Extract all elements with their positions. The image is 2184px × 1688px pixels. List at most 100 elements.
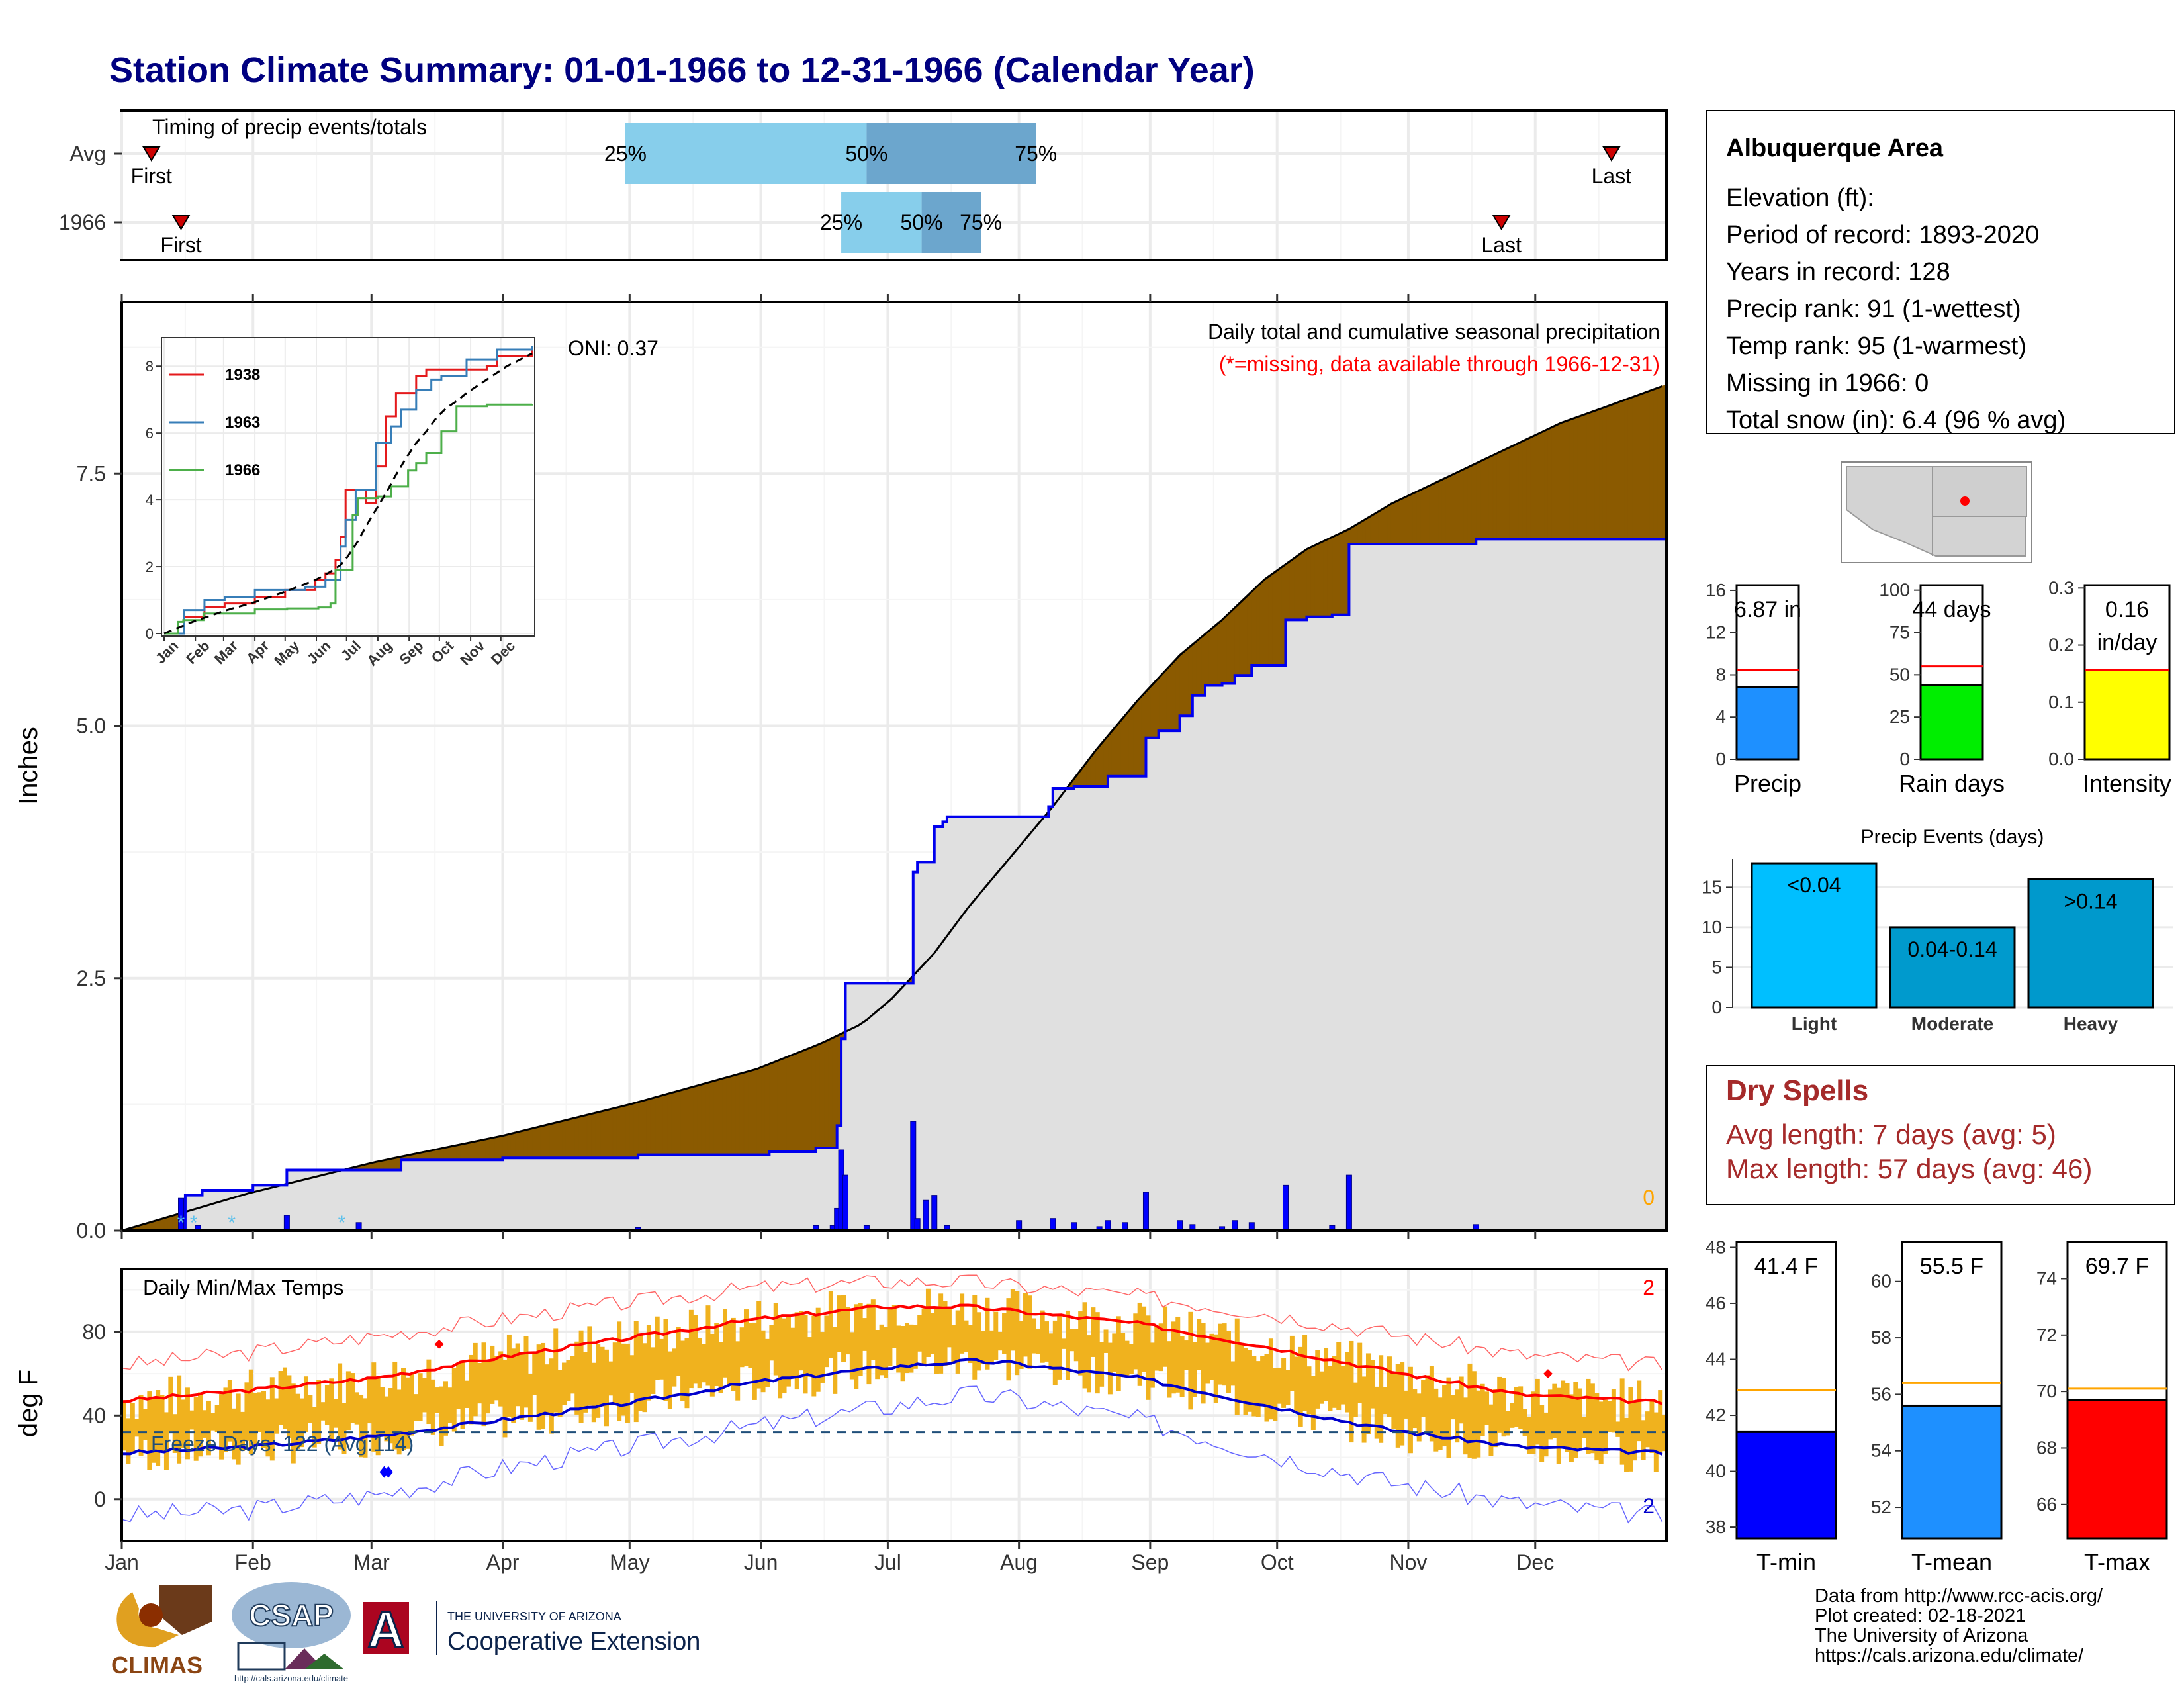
gauge-ytick-label: 0	[1899, 749, 1910, 769]
daily-temp-bar	[1315, 1350, 1320, 1409]
daily-temp-bar	[380, 1387, 385, 1436]
cumulative-precip-panel: * * * * 0.02.55.07.5 Daily total and cumula…	[14, 294, 1668, 1243]
precip-diff-slice	[684, 1087, 690, 1156]
daily-temp-bar	[735, 1341, 741, 1401]
precip-diff-slice	[591, 1112, 596, 1158]
gauge-ytick-label: 8	[1715, 664, 1726, 684]
daily-temp-bar	[396, 1389, 402, 1455]
daily-temp-bar	[1547, 1389, 1553, 1440]
precip-diff-slice	[1277, 567, 1282, 666]
daily-temp-bar	[1142, 1306, 1147, 1372]
inset-series-1966	[164, 403, 533, 635]
precip-diff-slice	[1539, 430, 1545, 539]
daily-temp-bar	[320, 1402, 326, 1421]
daily-temp-bar	[862, 1318, 868, 1351]
daily-temp-bar	[536, 1344, 541, 1430]
temp-ytick-label: 80	[82, 1320, 106, 1344]
temps-title: Daily Min/Max Temps	[143, 1276, 343, 1299]
precip-diff-slice	[747, 1070, 753, 1156]
daily-temp-bar	[299, 1398, 304, 1448]
daily-temp-bar	[414, 1394, 419, 1421]
daily-temp-bar	[409, 1373, 414, 1436]
daily-temp-bar	[997, 1331, 1003, 1351]
events-bar	[1751, 862, 1878, 1009]
daily-temp-bar	[1556, 1387, 1561, 1464]
precip-diff-slice	[1475, 461, 1481, 539]
daily-temp-bar	[633, 1321, 639, 1423]
precip-diff-slice	[527, 1127, 533, 1158]
month-label: Sep	[1131, 1550, 1169, 1574]
daily-temp-bar	[1065, 1310, 1070, 1380]
precip-diff-slice	[828, 1037, 833, 1149]
gauge-ytick-label: 50	[1889, 664, 1910, 684]
daily-temp-bar	[705, 1305, 711, 1386]
daily-precip-bar	[1282, 1184, 1289, 1231]
daily-temp-bar	[1073, 1329, 1079, 1362]
daily-temp-bar	[1234, 1318, 1240, 1415]
daily-temp-bar	[1137, 1302, 1142, 1386]
credit-line: Plot created: 02-18-2021	[1815, 1605, 2026, 1626]
timing-p75-label: 75%	[960, 211, 1002, 234]
daily-temp-bar	[456, 1362, 461, 1409]
daily-temp-bar	[638, 1335, 643, 1411]
daily-temp-bar	[1158, 1323, 1163, 1372]
daily-temp-bar	[291, 1383, 296, 1464]
daily-temp-bar	[210, 1413, 216, 1431]
timing-bar-25-50	[625, 123, 867, 184]
daily-temp-bar	[447, 1387, 453, 1423]
daily-temp-bar	[545, 1364, 550, 1413]
gauge-ytick-label: 40	[1706, 1461, 1726, 1481]
daily-temp-bar	[1082, 1302, 1087, 1389]
daily-temp-bar	[964, 1320, 969, 1352]
daily-temp-bar	[833, 1327, 838, 1394]
gauge-value-label: 44 days	[1912, 597, 1991, 622]
daily-temp-bar	[1539, 1405, 1545, 1462]
daily-temp-bar	[481, 1342, 486, 1427]
precip-diff-slice	[1145, 686, 1151, 739]
daily-temp-bar	[621, 1343, 626, 1416]
precip-diff-slice	[1480, 459, 1485, 539]
daily-temp-bar	[1615, 1421, 1621, 1437]
daily-temp-bar	[1036, 1328, 1041, 1354]
daily-temp-bar	[274, 1398, 279, 1434]
gauge-tmin-gauge: 38 40 42 44 46 48 41.4 F T-min	[1706, 1237, 1837, 1575]
freeze-days-label: Freeze Days: 122 (Avg:114)	[151, 1432, 414, 1456]
daily-temp-bar	[206, 1400, 211, 1456]
ua-small-text: THE UNIVERSITY OF ARIZONA	[447, 1610, 621, 1623]
daily-temp-bar	[333, 1399, 338, 1428]
events-ytick-label: 15	[1702, 876, 1722, 897]
daily-temp-bar	[134, 1419, 140, 1437]
daily-temp-bar	[596, 1343, 601, 1418]
daily-temp-bar	[485, 1360, 490, 1414]
daily-temp-bar	[879, 1324, 884, 1376]
daily-temp-bar	[359, 1394, 364, 1458]
timing-p25-label: 25%	[604, 142, 647, 165]
precip-diff-slice	[1095, 745, 1100, 787]
precip-diff-slice	[1319, 540, 1324, 618]
daily-temp-bar	[126, 1418, 131, 1464]
gauge-bar	[2083, 669, 2171, 761]
daily-temp-bar	[1222, 1323, 1227, 1386]
precip-diff-slice	[1255, 583, 1261, 666]
precip-diff-slice	[1171, 659, 1176, 731]
precip-diff-slice	[1416, 489, 1422, 545]
daily-precip-bar	[1177, 1220, 1183, 1231]
ua-big-text: Cooperative Extension	[447, 1628, 700, 1656]
daily-temp-bar	[1645, 1411, 1651, 1448]
observed-cumulative-area	[122, 537, 1666, 1231]
gauge-unit-label: in/day	[2097, 630, 2158, 655]
daily-temp-bar	[1095, 1312, 1100, 1394]
daily-temp-bar	[913, 1325, 918, 1369]
daily-temp-bar	[1086, 1335, 1091, 1393]
precip-diff-slice	[586, 1113, 592, 1158]
daily-temp-bar	[375, 1378, 381, 1456]
precip-diff-slice	[1234, 602, 1240, 676]
events-ytick-label: 5	[1711, 957, 1722, 977]
precip-ytick-label: 7.5	[77, 461, 106, 485]
precip-diff-slice	[1632, 395, 1637, 539]
events-bar	[2027, 878, 2154, 1009]
station-info-line: Precip rank: 91 (1-wettest)	[1726, 295, 2021, 323]
daily-temp-bar	[604, 1349, 609, 1427]
record-low-marker	[383, 1466, 393, 1478]
precip-diff-slice	[1514, 442, 1519, 539]
